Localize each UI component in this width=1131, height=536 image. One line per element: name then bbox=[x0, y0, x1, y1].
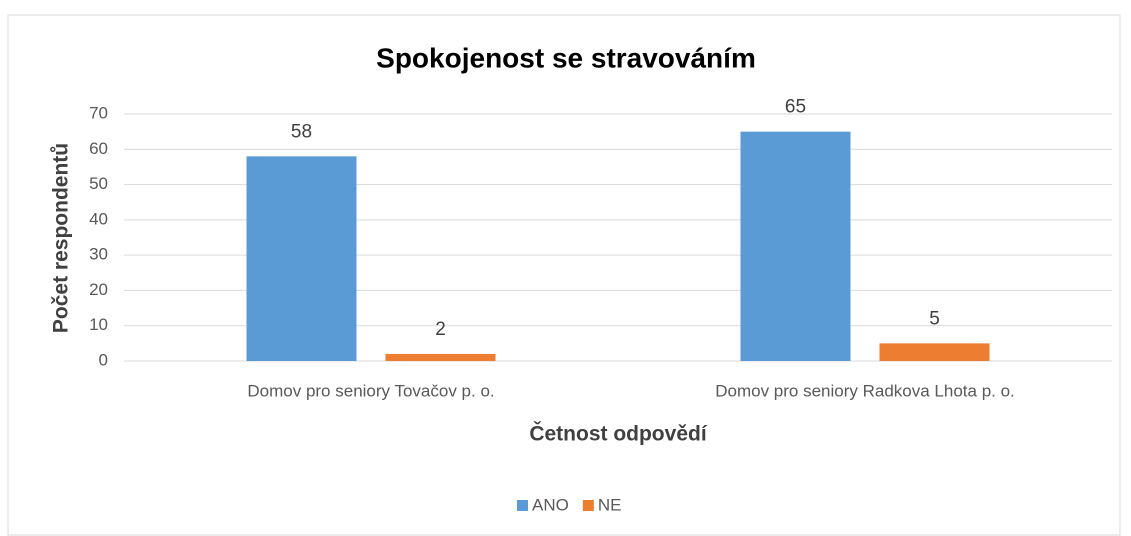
y-tick-label: 70 bbox=[89, 103, 108, 122]
y-tick-label: 0 bbox=[99, 350, 108, 369]
bar bbox=[385, 353, 496, 361]
bar bbox=[246, 156, 357, 361]
data-label: 5 bbox=[929, 308, 940, 329]
bar bbox=[879, 343, 990, 361]
y-tick-label: 10 bbox=[89, 315, 108, 334]
legend-label: NE bbox=[598, 495, 622, 514]
y-tick-label: 60 bbox=[89, 139, 108, 158]
data-label: 2 bbox=[435, 319, 446, 340]
y-axis-label: Počet respondentů bbox=[50, 143, 73, 333]
y-tick-label: 20 bbox=[89, 280, 108, 299]
y-tick-label: 40 bbox=[89, 209, 108, 228]
y-tick-label: 30 bbox=[89, 245, 108, 264]
legend-swatch bbox=[582, 500, 594, 511]
legend-label: ANO bbox=[532, 495, 569, 514]
x-axis-label: Četnost odpovědí bbox=[529, 422, 707, 446]
chart-border bbox=[7, 14, 1121, 536]
data-label: 65 bbox=[785, 97, 806, 118]
data-label: 58 bbox=[291, 121, 312, 142]
chart-title: Spokojenost se stravováním bbox=[376, 42, 756, 73]
legend-swatch bbox=[517, 500, 528, 511]
x-tick-label: Domov pro seniory Radkova Lhota p. o. bbox=[715, 381, 1015, 400]
x-tick-label: Domov pro seniory Tovačov p. o. bbox=[247, 381, 494, 400]
bar bbox=[740, 131, 851, 361]
y-tick-label: 50 bbox=[89, 174, 108, 193]
